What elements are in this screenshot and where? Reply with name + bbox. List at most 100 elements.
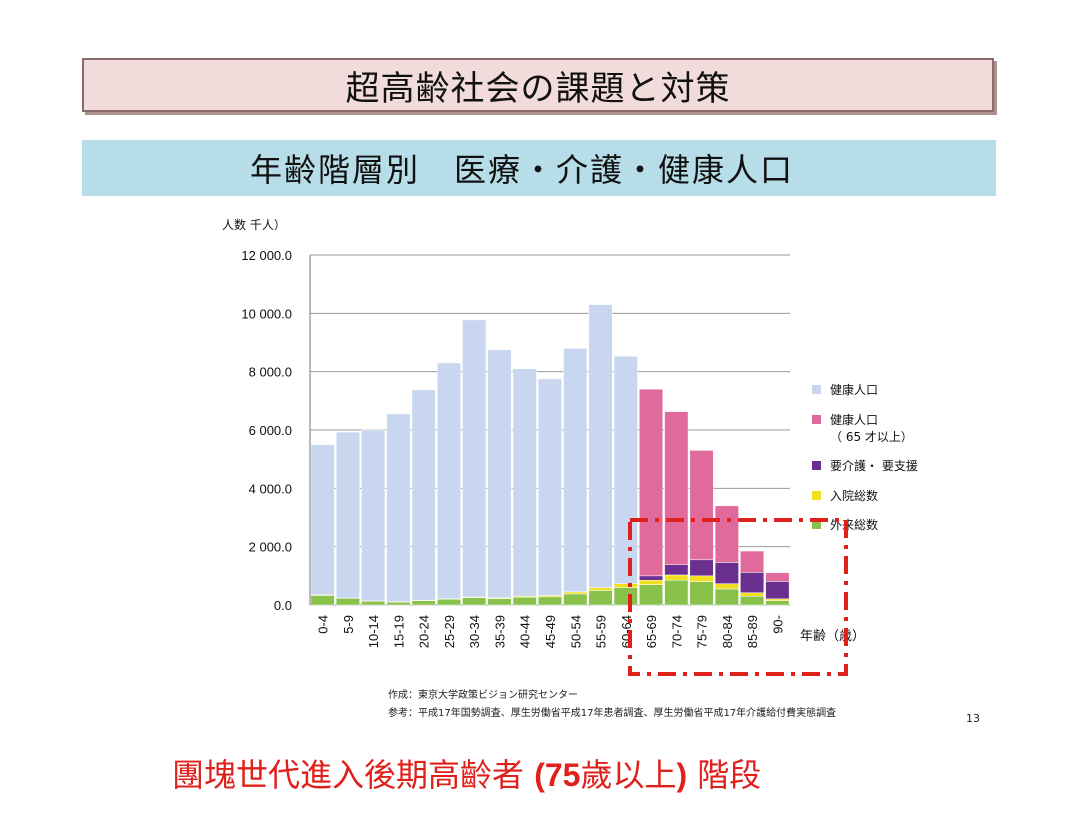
- x-tick-label: 50-54: [568, 615, 583, 648]
- bar-segment: [386, 601, 411, 606]
- page-number: 13: [966, 712, 980, 725]
- y-tick-label: 10 000.0: [241, 306, 292, 321]
- y-tick-label: 0.0: [274, 598, 292, 613]
- legend-label: 要介護・ 要支援: [830, 458, 918, 473]
- x-axis-label: 年齢（歳）: [800, 629, 865, 644]
- bar-segment: [689, 575, 714, 582]
- bar-segment: [538, 596, 562, 606]
- bar-segment: [613, 355, 638, 584]
- x-tick-label: 90-: [770, 615, 785, 634]
- bar-segment: [664, 564, 689, 576]
- bar-segment: [664, 579, 689, 606]
- x-tick-label: 40-44: [518, 615, 533, 648]
- bar-segment: [335, 431, 360, 599]
- bar-segment: [639, 584, 664, 606]
- bar-segment: [310, 444, 335, 596]
- bar-segment: [765, 600, 790, 606]
- y-tick-label: 6 000.0: [249, 423, 292, 438]
- bar-segment: [588, 590, 613, 606]
- legend-swatch: [812, 491, 821, 500]
- bar-segment: [664, 411, 689, 565]
- bar-segment: [386, 413, 411, 603]
- legend-swatch: [812, 520, 821, 529]
- x-tick-label: 45-49: [543, 615, 558, 648]
- bar-segment: [563, 591, 588, 595]
- bar-segment: [765, 572, 790, 582]
- bar-segment: [310, 595, 335, 606]
- x-tick-label: 65-69: [644, 615, 659, 648]
- caption-text-4: ): [676, 757, 688, 793]
- legend-label: 健康人口: [830, 382, 878, 397]
- bar-segment: [664, 574, 689, 581]
- bar-segment: [765, 581, 790, 600]
- bar-segment: [689, 450, 714, 561]
- source-references: 参考：平成17年国勢調査、厚生労働省平成17年患者調査、厚生労働省平成17年介護…: [388, 708, 837, 719]
- bar-segment: [462, 319, 487, 598]
- x-tick-label: 75-79: [695, 615, 710, 648]
- legend-swatch: [812, 385, 821, 394]
- x-tick-label: 30-34: [467, 615, 482, 648]
- y-tick-label: 4 000.0: [249, 481, 292, 496]
- caption-text-1: 團塊世代進入後期高齡者: [172, 756, 535, 794]
- bar-segment: [563, 593, 588, 606]
- bar-segment: [361, 429, 386, 602]
- highlight-box: [628, 518, 848, 676]
- x-tick-label: 80-84: [720, 615, 735, 648]
- y-tick-label: 8 000.0: [249, 365, 292, 380]
- bar-segment: [487, 598, 512, 606]
- bar-segment: [714, 562, 739, 584]
- caption-text-5: 階段: [687, 756, 762, 794]
- bar-segment: [714, 588, 739, 606]
- bar-segment: [512, 596, 537, 606]
- caption-text-2: (75: [534, 757, 581, 793]
- x-tick-label: 55-59: [594, 615, 609, 648]
- bar-segment: [740, 572, 765, 593]
- x-tick-label: 20-24: [417, 615, 432, 648]
- slide-title: 超高齢社会の課題と対策: [82, 58, 994, 112]
- bar-segment: [588, 587, 613, 591]
- x-tick-label: 10-14: [366, 615, 381, 648]
- legend-label: （ 65 才以上）: [830, 430, 913, 444]
- bar-segment: [436, 598, 461, 606]
- bar-segment: [588, 304, 613, 588]
- y-tick-label: 2 000.0: [249, 540, 292, 555]
- bar-segment: [512, 368, 537, 597]
- x-tick-label: 5-9: [341, 615, 356, 634]
- bar-segment: [639, 575, 664, 581]
- bar-segment: [639, 388, 664, 577]
- bar-segment: [689, 559, 714, 577]
- legend-label: 入院総数: [830, 488, 878, 503]
- x-tick-label: 70-74: [669, 615, 684, 648]
- legend-label: 外来総数: [830, 517, 878, 532]
- x-tick-label: 85-89: [745, 615, 760, 648]
- bar-segment: [487, 349, 512, 599]
- y-axis-label: 人数 千人）: [222, 217, 286, 232]
- x-tick-label: 25-29: [442, 615, 457, 648]
- legend-swatch: [812, 415, 821, 424]
- bar-segment: [740, 592, 765, 597]
- caption-text-3: 歲以上: [580, 756, 677, 794]
- bar-segment: [563, 348, 588, 593]
- bar-segment: [411, 600, 436, 606]
- legend-label: 健康人口: [830, 412, 878, 427]
- bar-segment: [740, 596, 765, 606]
- x-tick-label: 35-39: [492, 615, 507, 648]
- caption: 團塊世代進入後期高齡者 (75歲以上) 階段: [172, 750, 761, 796]
- bar-segment: [538, 378, 562, 596]
- y-tick-label: 12 000.0: [241, 248, 292, 263]
- bar-segment: [361, 600, 386, 606]
- bar-segment: [689, 581, 714, 606]
- chart-heading: 年齢階層別 医療・介護・健康人口: [82, 140, 996, 196]
- bar-segment: [714, 583, 739, 590]
- bar-segment: [411, 389, 436, 601]
- legend-swatch: [812, 461, 821, 470]
- bar-segment: [436, 362, 461, 599]
- bar-segment: [714, 505, 739, 563]
- bar-segment: [613, 583, 638, 588]
- bar-segment: [613, 587, 638, 606]
- x-tick-label: 15-19: [391, 615, 406, 648]
- bar-segment: [462, 597, 487, 606]
- bar-segment: [740, 550, 765, 573]
- bar-segment: [765, 598, 790, 601]
